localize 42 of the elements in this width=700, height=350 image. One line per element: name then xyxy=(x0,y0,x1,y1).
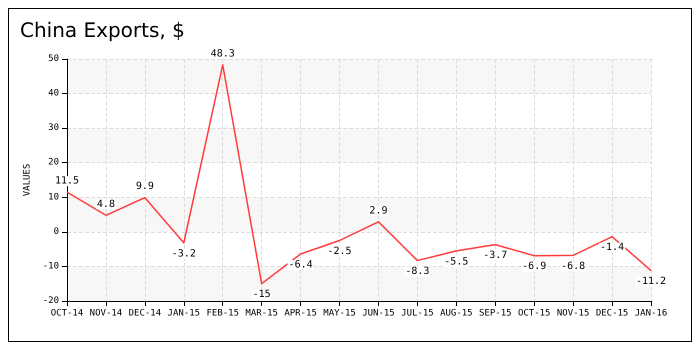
x-tick-label: AUG-15 xyxy=(440,308,473,318)
data-label: -5.5 xyxy=(444,256,468,268)
x-tick-label: DEC-15 xyxy=(596,308,628,318)
data-label: -11.2 xyxy=(636,276,666,288)
data-label: 11.5 xyxy=(54,176,80,187)
data-label: 4.8 xyxy=(96,198,115,210)
data-label: 2.9 xyxy=(369,205,388,216)
x-tick-label: OCT-14 xyxy=(50,308,84,318)
data-label: -8.3 xyxy=(405,266,430,278)
y-tick-label: 50 xyxy=(48,54,59,64)
x-tick-label: SEP-15 xyxy=(479,308,512,318)
y-tick-label: 20 xyxy=(48,158,59,168)
x-tick-label: JUN-15 xyxy=(362,308,395,318)
data-label: -6.4 xyxy=(288,259,313,270)
x-tick-label: OCT-15 xyxy=(518,308,550,318)
x-tick-label: JAN-15 xyxy=(168,308,200,318)
y-tick-label: 10 xyxy=(48,192,59,202)
y-tick-label: 30 xyxy=(48,123,59,134)
x-tick-label: FEB-15 xyxy=(206,308,239,318)
x-tick-label: DEC-14 xyxy=(128,308,162,318)
data-label: -6.9 xyxy=(522,261,546,272)
y-tick-label: 0 xyxy=(54,226,59,237)
chart-title: China Exports, $ xyxy=(20,18,185,42)
x-tick-label: JAN-16 xyxy=(634,308,668,318)
data-label: 9.9 xyxy=(136,181,154,192)
data-label: -3.2 xyxy=(172,248,196,260)
data-label: -3.7 xyxy=(483,250,508,262)
y-tick-label: -10 xyxy=(42,261,59,272)
data-label: -1.4 xyxy=(600,242,624,254)
x-tick-label: APR-15 xyxy=(284,308,317,318)
y-tick-label: -20 xyxy=(42,296,59,306)
y-axis-title: VALUES xyxy=(22,164,32,196)
x-tick-label: MAR-15 xyxy=(245,308,278,318)
data-label: -2.5 xyxy=(327,246,352,257)
data-label: -15 xyxy=(252,289,271,300)
x-tick-label: JUL-15 xyxy=(401,308,434,318)
x-tick-label: MAY-15 xyxy=(323,308,356,318)
data-label: 48.3 xyxy=(210,48,235,60)
x-tick-label: NOV-14 xyxy=(90,308,122,318)
data-label: -6.8 xyxy=(561,260,586,272)
y-tick-label: 40 xyxy=(48,88,59,99)
x-tick-label: NOV-15 xyxy=(556,308,590,318)
